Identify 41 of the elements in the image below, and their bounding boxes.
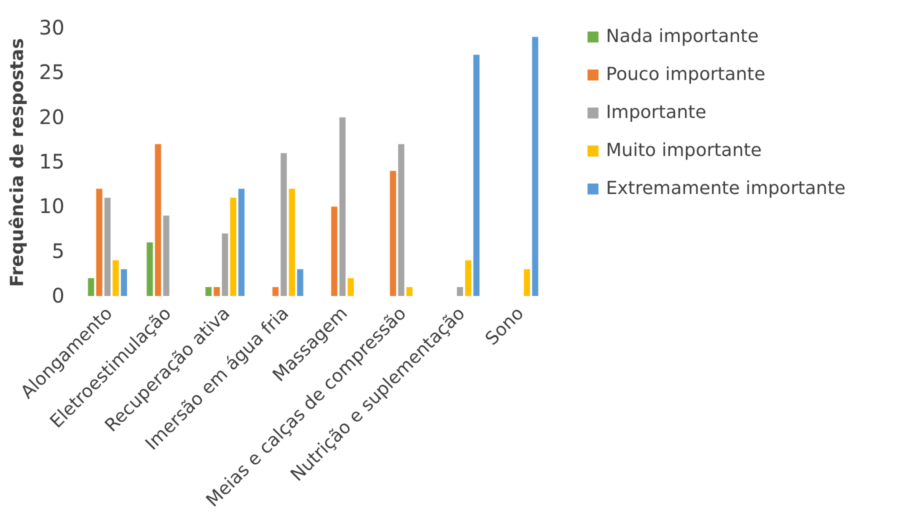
bar (398, 144, 404, 296)
bar (230, 198, 236, 296)
bar (339, 117, 346, 296)
legend-label: Nada importante (606, 26, 759, 47)
bar (465, 260, 472, 296)
y-tick-label: 5 (52, 238, 64, 263)
legend-label: Importante (606, 102, 706, 123)
legend-label: Extremamente importante (606, 178, 846, 199)
bar (222, 233, 228, 296)
bar (348, 278, 354, 296)
legend-label: Pouco importante (606, 64, 766, 85)
bar (88, 278, 94, 296)
bar (163, 216, 170, 296)
bar (205, 287, 212, 296)
y-tick-label: 10 (39, 194, 64, 218)
bar (104, 198, 111, 296)
y-tick-label: 0 (52, 284, 64, 308)
bar (154, 144, 162, 296)
bar (146, 242, 153, 296)
bar (456, 287, 464, 296)
y-tick-label: 25 (39, 60, 64, 84)
bar (280, 153, 287, 296)
bar (532, 36, 538, 296)
bar (297, 269, 304, 296)
bar (406, 287, 413, 296)
bar (272, 287, 279, 296)
bar (238, 188, 245, 296)
bar (214, 287, 220, 296)
bar (120, 269, 128, 296)
bar (288, 188, 296, 296)
y-tick-label: 15 (39, 150, 64, 174)
bar (96, 188, 102, 296)
bar (390, 170, 396, 296)
bar (331, 206, 338, 296)
y-tick-label: 20 (39, 104, 64, 129)
bar (112, 260, 119, 296)
y-axis-title: Frequência de respostas (7, 38, 28, 287)
bar (473, 54, 480, 296)
bar (524, 269, 530, 296)
legend-label: Muito importante (606, 140, 762, 161)
y-tick-label: 30 (39, 16, 64, 40)
